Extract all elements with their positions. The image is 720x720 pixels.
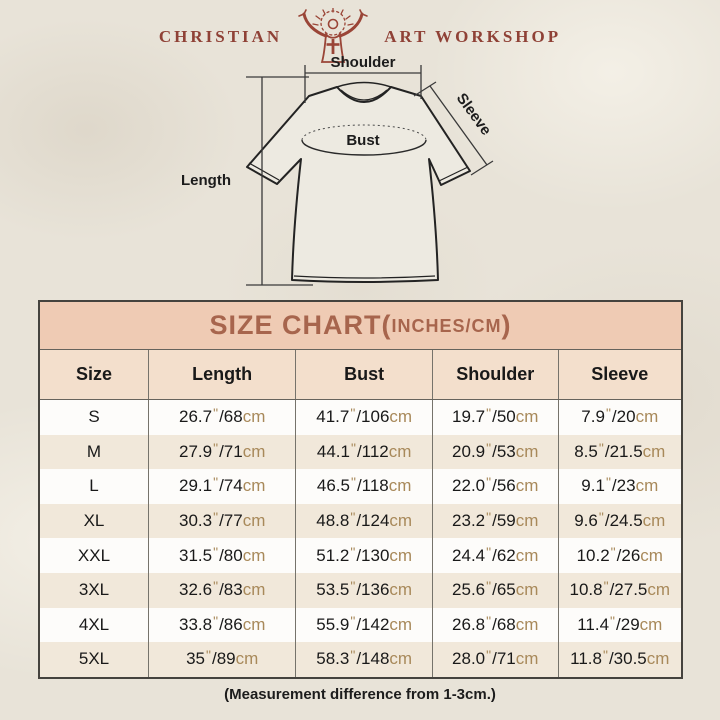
column-header-shoulder: Shoulder [433,350,559,399]
cell-bust: 58.3 "/148 cm [296,642,433,677]
shoulder-measure-line [304,65,422,103]
cell-sleeve: 9.6 "/24.5 cm [574,509,666,531]
cell-size: S [40,400,149,435]
column-header-length: Length [149,350,297,399]
cell-shoulder: 23.2 "/59 cm [433,503,559,539]
column-header-bust: Bust [296,350,433,399]
cell-length: 31.5 "/80 cm [149,538,297,573]
cell-shoulder: 25.6 "/65 cm [433,572,559,608]
shoulder-label: Shoulder [330,54,395,71]
cell-bust: 53.5 "/136 cm [296,572,433,608]
table-row: M 27.9 "/71 cm 44.1 "/112 cm 20.9 "/53 cm 8.5 "/21.… [40,434,681,470]
cell-length: 26.7 "/68 cm [149,400,297,435]
cell-bust: 48.8 "/124 cm [296,503,433,539]
table-row: 3XL 32.6 "/83 cm 53.5 "/136 cm 25.6 "/65 cm 10.8 " /… [40,572,681,608]
bust-ellipse-solid [301,139,427,156]
table-row: S 26.7 "/68 cm 41.7 "/106 cm 19.7 "/50 cm 7.9 "/20 c… [40,400,681,435]
left-cuff-seam [248,162,280,181]
bust-ellipse-dashed [301,124,427,141]
cell-shoulder: 20.9 "/53 cm [433,434,559,470]
cell-size: XXL [40,538,149,573]
cell-size: XL [40,503,149,539]
table-body: S 26.7 "/68 cm 41.7 "/106 cm 19.7 "/50 cm 7.9 "/20 c… [40,400,681,677]
cell-bust: 46.5 "/118 cm [296,469,433,504]
cell-length: 32.6 "/83 cm [149,572,297,608]
hem-seam [293,275,436,279]
sleeve-measure-line [413,81,494,176]
cell-bust: 55.9 "/142 cm [296,607,433,643]
table-header-row: Size Length Bust Shoulder Sleeve [40,350,681,400]
collar-top-line [336,81,392,88]
cell-length: 27.9 "/71 cm [149,434,297,470]
cell-length: 29.1 "/74 cm [149,469,297,504]
table-row: 4XL 33.8 "/86 cm 55.9 "/142 cm 26.8 "/68 cm 11.4 " /… [40,607,681,643]
size-chart-units: INCHES/CM [391,316,502,336]
cell-sleeve: 7.9 "/20 cm [581,405,659,427]
tshirt-outline [246,86,471,283]
cell-length: 30.3 "/77 cm [149,503,297,539]
length-label: Length [181,172,231,189]
cell-shoulder: 22.0 "/56 cm [433,469,559,504]
column-header-size: Size [40,350,149,399]
cell-sleeve: 11.4 "/29 cm [577,612,663,634]
cell-shoulder: 28.0 "/71 cm [433,642,559,677]
cell-bust: 44.1 "/112 cm [296,434,433,470]
brand-name-left: CHRISTIAN [158,27,283,46]
table-row: L 29.1 "/74 cm 46.5 "/118 cm 22.0 "/56 cm 9.1 "/23 c… [40,469,681,504]
cell-sleeve: 10.8 "/27.5 cm [569,578,671,600]
brand-logo: CHRISTIAN ART WORKSHOP [0,8,720,66]
sleeve-label: Sleeve [453,90,495,138]
cell-sleeve: 8.5 "/21.5 cm [574,439,666,461]
cell-size: L [40,469,149,504]
cell-bust: 41.7 "/106 cm [296,400,433,435]
size-chart-title-bar: SIZE CHART(INCHES/CM) [40,302,681,350]
table-row: XL 30.3 "/77 cm 48.8 "/124 cm 23.2 "/59 cm 9.6 "/24… [40,503,681,539]
cell-sleeve: 11.8 "/30.5 cm [570,647,670,669]
cell-length: 33.8 "/86 cm [149,607,297,643]
length-measure-line [246,76,313,286]
column-header-sleeve: Sleeve [591,364,649,384]
risen-christ-icon [298,8,369,63]
size-chart-table: SIZE CHART(INCHES/CM) Size Length Bust S… [38,300,683,679]
cell-shoulder: 26.8 "/68 cm [433,607,559,643]
cell-shoulder: 19.7 "/50 cm [433,400,559,435]
cell-shoulder: 24.4 "/62 cm [433,538,559,573]
right-cuff-seam [438,166,469,182]
cell-size: 3XL [40,572,149,608]
size-chart-title: SIZE CHART [209,310,382,340]
collar-inner-line [340,89,388,101]
cell-size: M [40,434,149,470]
cell-bust: 51.2 "/130 cm [296,538,433,573]
cell-size: 5XL [40,642,149,677]
tshirt-measurement-diagram: Shoulder Bust Length Sleeve [181,54,495,286]
cell-sleeve: 9.1 "/23 cm [581,474,659,496]
table-row: 5XL 35 "/89 cm 58.3 "/148 cm 28.0 "/71 cm 11.8 "/30… [40,642,681,677]
cell-size: 4XL [40,607,149,643]
table-row: XXL 31.5 "/80 cm 51.2 "/130 cm 24.4 "/62 cm 10.2 " /… [40,538,681,573]
bust-label: Bust [346,132,379,149]
cell-sleeve: 10.2 "/26 cm [576,543,663,565]
brand-name-right: ART WORKSHOP [384,27,562,46]
cell-length: 35 "/89 cm [149,642,297,677]
measurement-note: (Measurement difference from 1-3cm.) [224,686,496,703]
